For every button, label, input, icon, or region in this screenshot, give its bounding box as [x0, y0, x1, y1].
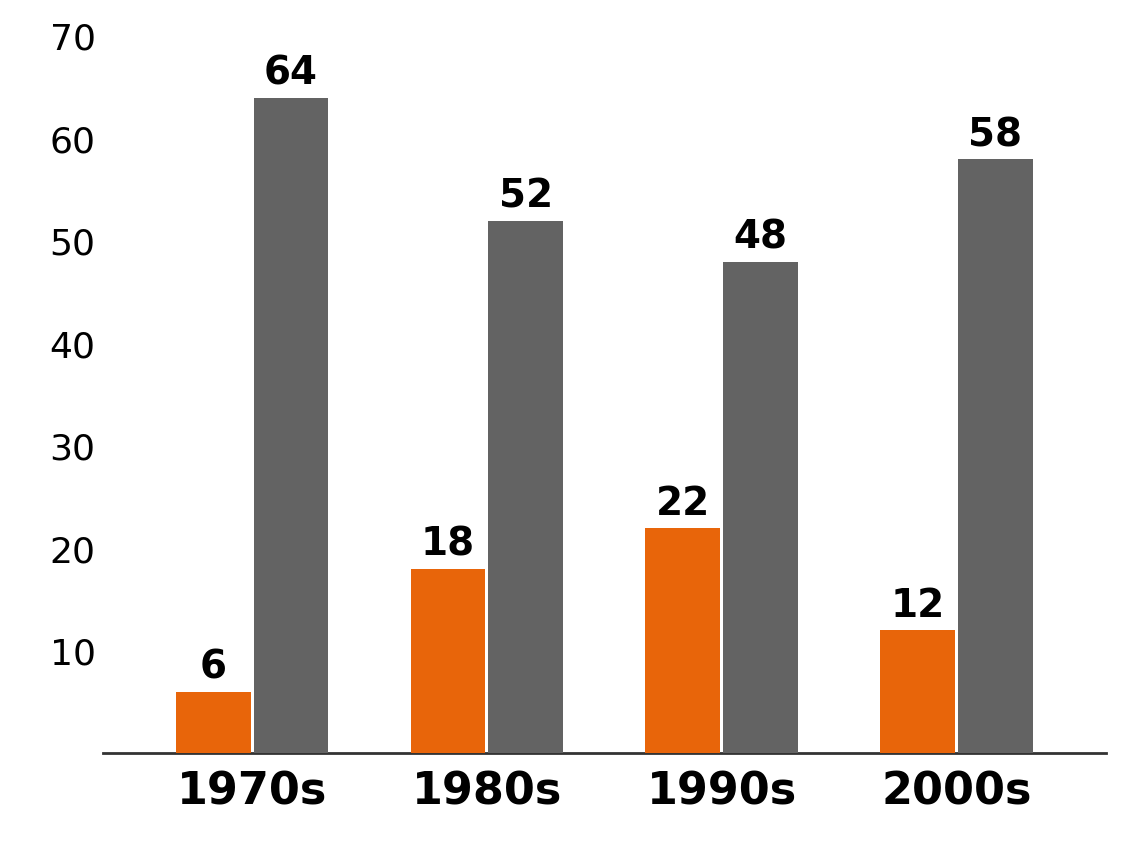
- Text: 18: 18: [421, 526, 475, 564]
- Text: 52: 52: [498, 178, 553, 216]
- Text: 22: 22: [656, 485, 710, 523]
- Bar: [410, 569, 486, 753]
- Bar: [958, 159, 1033, 753]
- Bar: [488, 221, 563, 753]
- Bar: [723, 262, 798, 753]
- Text: 64: 64: [263, 55, 318, 93]
- Text: 12: 12: [890, 587, 945, 625]
- Bar: [645, 528, 720, 753]
- Text: 6: 6: [200, 649, 227, 687]
- Text: 58: 58: [968, 116, 1023, 154]
- Text: 48: 48: [733, 218, 788, 256]
- Bar: [880, 630, 955, 753]
- Bar: [176, 692, 251, 753]
- Bar: [253, 98, 328, 753]
